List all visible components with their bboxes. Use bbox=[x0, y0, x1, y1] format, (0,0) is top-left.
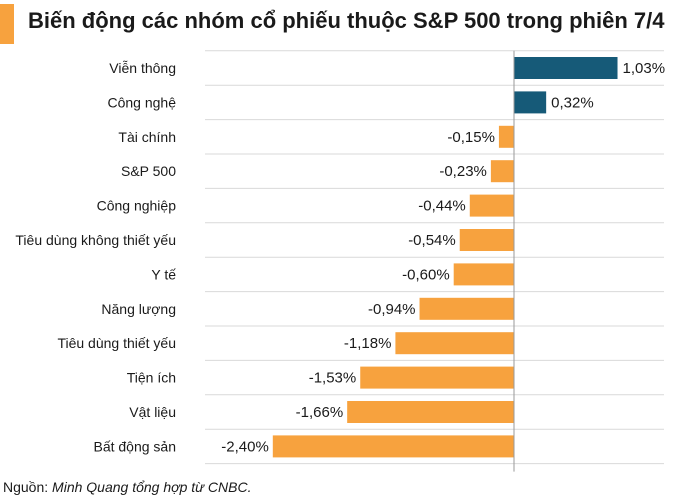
data-label: 1,03% bbox=[623, 60, 666, 77]
data-label: -0,60% bbox=[402, 266, 450, 283]
data-label: -0,15% bbox=[447, 129, 495, 146]
category-label: Y tế bbox=[151, 266, 176, 282]
category-label: Tài chính bbox=[118, 129, 176, 145]
bar bbox=[347, 401, 514, 423]
source-prefix: Nguồn: bbox=[3, 479, 53, 495]
bar bbox=[360, 366, 514, 389]
category-label: Công nghệ bbox=[107, 94, 176, 110]
category-label: Tiện ích bbox=[127, 370, 176, 386]
data-label: -1,18% bbox=[344, 335, 392, 352]
data-label: 0,32% bbox=[551, 94, 594, 111]
category-label: Tiêu dùng thiết yếu bbox=[57, 335, 176, 351]
title-accent-bar bbox=[0, 4, 14, 44]
bar bbox=[453, 263, 514, 286]
category-label: Vật liệu bbox=[129, 404, 176, 420]
category-label: Bất động sản bbox=[93, 438, 176, 454]
bar bbox=[490, 160, 514, 183]
data-label: -0,54% bbox=[408, 232, 456, 249]
bar bbox=[469, 194, 514, 217]
category-label: Năng lượng bbox=[101, 301, 176, 317]
data-label: -0,23% bbox=[439, 163, 487, 180]
chart-title: Biến động các nhóm cổ phiếu thuộc S&P 50… bbox=[28, 8, 665, 33]
category-label: Viễn thông bbox=[109, 60, 176, 76]
category-label: Công nghiệp bbox=[97, 198, 177, 214]
bar bbox=[459, 229, 514, 251]
bar bbox=[514, 91, 547, 114]
bar bbox=[272, 435, 514, 458]
bar bbox=[514, 57, 618, 79]
bar-chart: Viễn thông 1,03% Công nghệ 0,32% Tài chính -0… bbox=[15, 50, 666, 472]
source-note: Nguồn: Minh Quang tổng hợp từ CNBC. bbox=[3, 479, 251, 495]
data-label: -2,40% bbox=[221, 438, 269, 455]
bar bbox=[419, 297, 514, 320]
source-text: Minh Quang tổng hợp từ CNBC. bbox=[52, 479, 252, 495]
data-label: -0,44% bbox=[418, 198, 466, 215]
data-label: -1,66% bbox=[296, 404, 344, 421]
bar bbox=[395, 332, 514, 355]
category-label: S&P 500 bbox=[121, 163, 176, 179]
data-label: -1,53% bbox=[309, 370, 357, 387]
category-label: Tiêu dùng không thiết yếu bbox=[15, 232, 176, 248]
data-label: -0,94% bbox=[368, 301, 416, 318]
bar bbox=[498, 125, 514, 148]
